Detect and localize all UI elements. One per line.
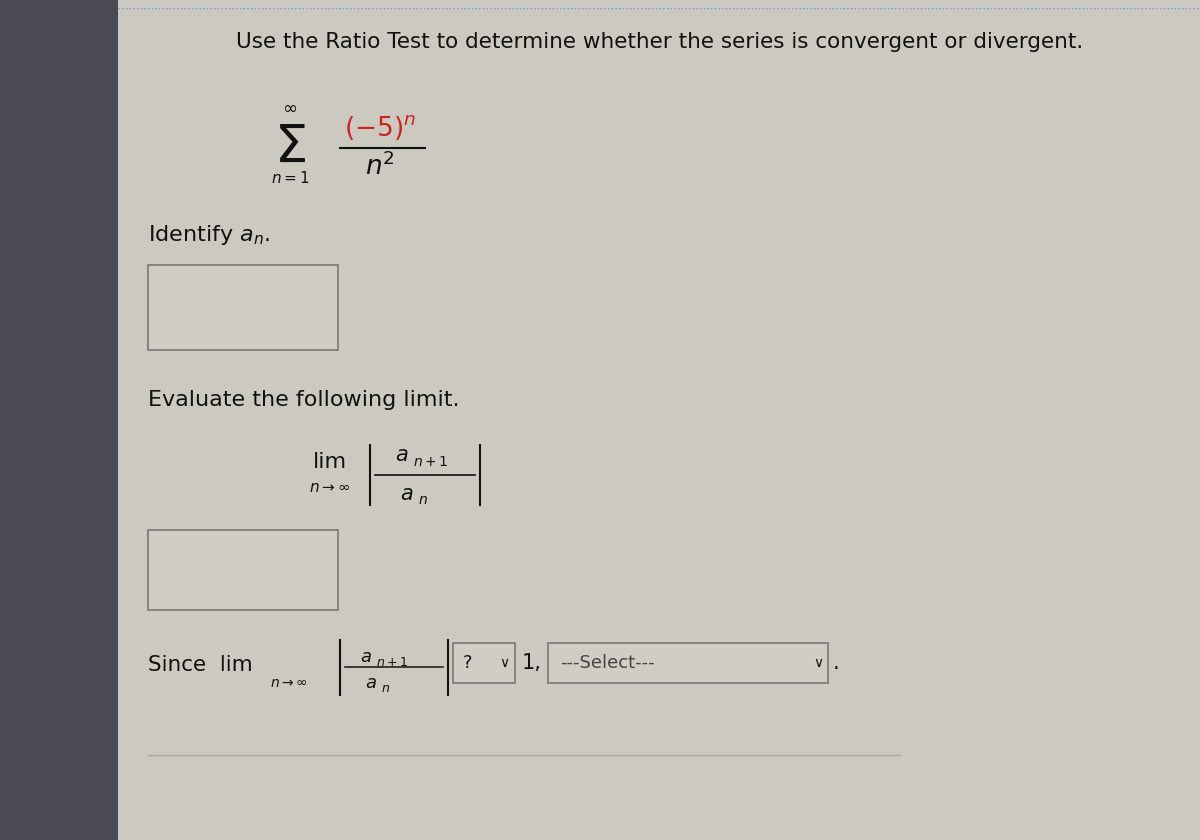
Text: $a$: $a$ [400, 484, 414, 504]
Bar [454, 643, 515, 683]
Bar [148, 530, 338, 610]
Text: $n \rightarrow \infty$: $n \rightarrow \infty$ [310, 480, 350, 496]
Text: ∨: ∨ [812, 656, 823, 670]
Text: $n+1$: $n+1$ [376, 657, 408, 669]
Text: Use the Ratio Test to determine whether the series is convergent or divergent.: Use the Ratio Test to determine whether … [236, 32, 1084, 52]
Text: $\infty$: $\infty$ [282, 99, 298, 117]
Bar [548, 643, 828, 683]
Text: $n = 1$: $n = 1$ [271, 170, 310, 186]
Text: Identify $a_n$.: Identify $a_n$. [148, 223, 270, 247]
Text: lim: lim [313, 452, 347, 472]
Text: $\Sigma$: $\Sigma$ [274, 122, 306, 174]
Text: ?: ? [463, 654, 473, 672]
Text: $n+1$: $n+1$ [413, 455, 449, 469]
Text: $n^2$: $n^2$ [365, 153, 395, 181]
Bar [0, 0, 118, 840]
Text: $n$: $n$ [418, 493, 428, 507]
Text: $a$: $a$ [360, 648, 372, 666]
Text: .: . [833, 653, 840, 673]
Text: $n$: $n$ [382, 681, 390, 695]
Text: ---Select---: ---Select--- [560, 654, 655, 672]
Text: Since  lim: Since lim [148, 655, 253, 675]
Text: $a$: $a$ [395, 445, 408, 465]
Text: $n \rightarrow \infty$: $n \rightarrow \infty$ [270, 676, 308, 690]
Bar [148, 265, 338, 350]
Text: 1,: 1, [522, 653, 542, 673]
Text: $a$: $a$ [365, 674, 377, 692]
Text: Evaluate the following limit.: Evaluate the following limit. [148, 390, 460, 410]
Text: $(-5)^n$: $(-5)^n$ [344, 113, 416, 143]
Text: ∨: ∨ [499, 656, 509, 670]
